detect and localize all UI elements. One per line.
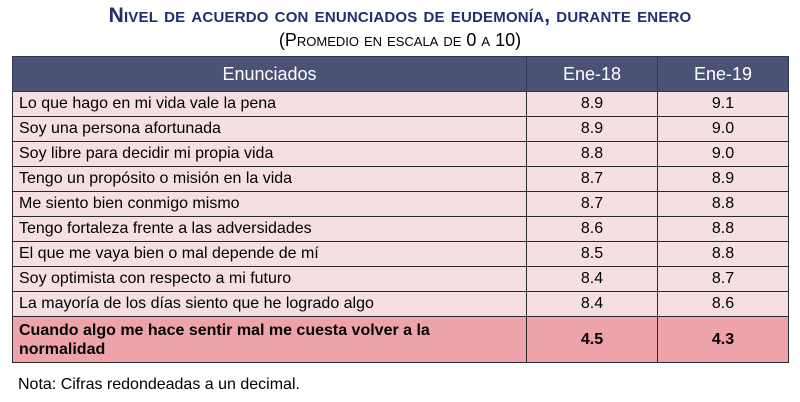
value-ene-19: 8.8 bbox=[657, 241, 789, 267]
value-ene-18: 8.4 bbox=[526, 291, 658, 317]
row-label: El que me vaya bien o mal depende de mí bbox=[12, 241, 527, 267]
value-ene-18: 8.8 bbox=[526, 141, 658, 167]
value-ene-19: 4.3 bbox=[657, 316, 789, 363]
value-ene-19: 9.0 bbox=[657, 116, 789, 142]
value-ene-19: 8.9 bbox=[657, 166, 789, 192]
column-header-ene-18: Ene-18 bbox=[526, 56, 658, 92]
value-ene-19: 8.8 bbox=[657, 216, 789, 242]
row-label: La mayoría de los días siento que he log… bbox=[12, 291, 527, 317]
value-ene-18: 8.4 bbox=[526, 266, 658, 292]
table-row: Soy una persona afortunada 8.9 9.0 bbox=[12, 116, 789, 142]
value-ene-18: 8.5 bbox=[526, 241, 658, 267]
table-row: Me siento bien conmigo mismo 8.7 8.8 bbox=[12, 191, 789, 217]
table-body: Lo que hago en mi vida vale la pena 8.9 9.… bbox=[12, 91, 789, 363]
value-ene-19: 8.7 bbox=[657, 266, 789, 292]
table-row: Lo que hago en mi vida vale la pena 8.9 9.… bbox=[12, 91, 789, 117]
footnote: Nota: Cifras redondeadas a un decimal. bbox=[18, 376, 300, 393]
value-ene-19: 9.1 bbox=[657, 91, 789, 117]
table-row: La mayoría de los días siento que he log… bbox=[12, 291, 789, 317]
value-ene-18: 4.5 bbox=[526, 316, 658, 363]
column-header-ene-19: Ene-19 bbox=[657, 56, 789, 92]
table-row: Tengo fortaleza frente a las adversidade… bbox=[12, 216, 789, 242]
chart-subtitle: (Promedio en escala de 0 a 10) bbox=[278, 30, 522, 50]
table-row: Cuando algo me hace sentir mal me cuesta… bbox=[12, 316, 789, 363]
row-label: Soy optimista con respecto a mi futuro bbox=[12, 266, 527, 292]
row-label: Soy libre para decidir mi propia vida bbox=[12, 141, 527, 167]
table-row: El que me vaya bien o mal depende de mí 8… bbox=[12, 241, 789, 267]
value-ene-18: 8.9 bbox=[526, 91, 658, 117]
row-label: Lo que hago en mi vida vale la pena bbox=[12, 91, 527, 117]
value-ene-19: 8.6 bbox=[657, 291, 789, 317]
row-label: Me siento bien conmigo mismo bbox=[12, 191, 527, 217]
column-header-enunciados: Enunciados bbox=[12, 56, 527, 92]
table-row: Soy libre para decidir mi propia vida 8.8… bbox=[12, 141, 789, 167]
value-ene-18: 8.9 bbox=[526, 116, 658, 142]
data-table: Enunciados Ene-18 Ene-19 Lo que hago en … bbox=[12, 56, 789, 363]
value-ene-18: 8.7 bbox=[526, 166, 658, 192]
table-header-row: Enunciados Ene-18 Ene-19 bbox=[12, 56, 789, 92]
row-label: Soy una persona afortunada bbox=[12, 116, 527, 142]
row-label: Tengo fortaleza frente a las adversidade… bbox=[12, 216, 527, 242]
value-ene-19: 9.0 bbox=[657, 141, 789, 167]
value-ene-19: 8.8 bbox=[657, 191, 789, 217]
value-ene-18: 8.7 bbox=[526, 191, 658, 217]
table-row: Tengo un propósito o misión en la vida 8.… bbox=[12, 166, 789, 192]
chart-title: Nivel de acuerdo con enunciados de eudem… bbox=[108, 4, 692, 27]
row-label: Tengo un propósito o misión en la vida bbox=[12, 166, 527, 192]
value-ene-18: 8.6 bbox=[526, 216, 658, 242]
table-row: Soy optimista con respecto a mi futuro 8.… bbox=[12, 266, 789, 292]
row-label: Cuando algo me hace sentir mal me cuesta… bbox=[12, 316, 527, 363]
